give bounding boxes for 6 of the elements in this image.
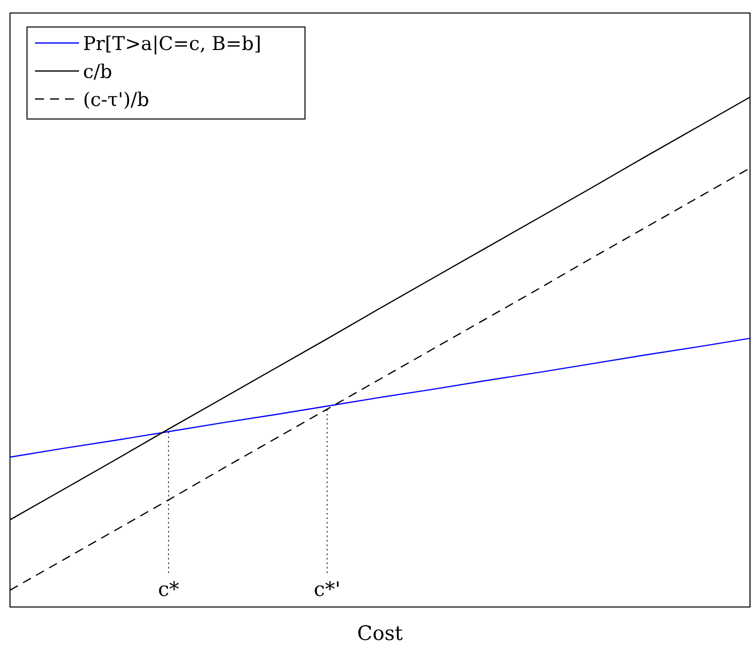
- legend-label: c/b: [83, 61, 112, 83]
- legend-label: (c-τ')/b: [83, 89, 150, 111]
- x-tick-label: c*: [158, 577, 180, 601]
- legend-label: Pr[T>a|C=c, B=b]: [83, 33, 262, 55]
- x-axis-title: Cost: [357, 621, 403, 645]
- x-tick-label: c*': [314, 577, 340, 601]
